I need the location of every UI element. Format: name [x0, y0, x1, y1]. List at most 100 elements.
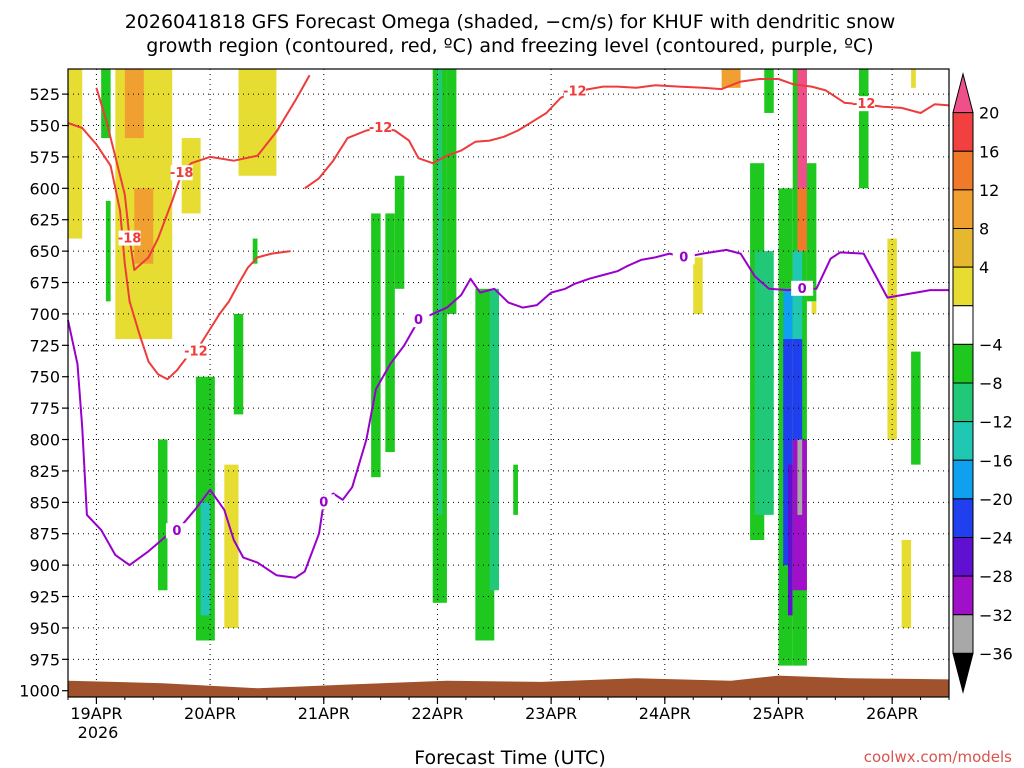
colorbar-swatch — [952, 614, 974, 654]
omega-cell — [513, 464, 518, 515]
omega-cell — [157, 439, 168, 591]
contour-label-background — [118, 230, 141, 246]
minus18-isotherm-contour-label: -18 — [170, 166, 194, 181]
omega-cell — [385, 213, 395, 453]
pressure-tick-label: 875 — [29, 525, 60, 544]
contour-label-background — [369, 120, 392, 136]
omega-cell — [901, 540, 912, 628]
omega-cell — [797, 69, 807, 214]
minus12-isotherm-contour-label: -12 — [563, 85, 587, 100]
year-label: 2026 — [78, 723, 119, 742]
colorbar-level-label: 8 — [979, 220, 989, 239]
time-tick-label: 24APR — [639, 704, 691, 723]
pressure-tick-label: 825 — [29, 462, 60, 481]
pressure-tick-label: 575 — [29, 148, 60, 167]
pressure-tick-label: 950 — [29, 619, 60, 638]
colorbar-swatch — [952, 343, 974, 384]
plot-area: 0 0 0 0 0 -12 -12 -12 -12 -18 -18 — [67, 68, 950, 698]
colorbar-level-label: −8 — [979, 374, 1003, 393]
pressure-tick-label: 900 — [29, 556, 60, 575]
colorbar-level-label: −36 — [979, 644, 1013, 663]
colorbar-level-label: −12 — [979, 413, 1013, 432]
minus18-isotherm-contour — [95, 74, 311, 271]
chart-title-line-1: 2026041818 GFS Forecast Omega (shaded, −… — [125, 11, 896, 33]
time-axis: 19APR 20APR 21APR 22APR 23APR 24APR 25APR 26APR — [67, 697, 950, 723]
colorbar-swatch — [952, 498, 974, 538]
omega-cell — [101, 69, 111, 139]
omega-cell — [68, 69, 83, 239]
contour-label-background — [672, 249, 695, 265]
omega-cell — [437, 69, 443, 515]
omega-cell — [224, 464, 239, 628]
omega-cell — [806, 163, 817, 302]
pressure-tick-label: 975 — [29, 650, 60, 669]
credit-label: coolwx.com/models — [864, 748, 1012, 766]
omega-cell — [797, 439, 803, 515]
minus12-lower-isotherm-contour-label: -12 — [184, 345, 208, 360]
omega-cell — [859, 69, 869, 189]
contour-label-background — [312, 494, 335, 510]
colorbar-top-triangle — [952, 72, 974, 114]
omega-cell — [911, 351, 921, 465]
pressure-tick-label: 550 — [29, 117, 60, 136]
contour-label-background — [165, 523, 188, 539]
colorbar-level-label: −24 — [979, 529, 1013, 548]
omega-cell — [911, 69, 916, 88]
pressure-tick-label: 750 — [29, 368, 60, 387]
omega-cell — [446, 69, 457, 314]
colorbar-level-label: −20 — [979, 490, 1013, 509]
contour-label-background — [184, 343, 207, 359]
omega-cell — [394, 175, 405, 289]
omega-cell — [764, 69, 774, 113]
contour-label-background — [170, 165, 193, 181]
colorbar-swatch — [952, 112, 974, 152]
colorbar-bottom-triangle — [952, 652, 974, 694]
omega-cell — [238, 69, 277, 176]
pressure-tick-label: 850 — [29, 493, 60, 512]
omega-cell — [233, 313, 244, 415]
pressure-tick-label: 925 — [29, 588, 60, 607]
freezing-level-contour-label: 0 — [319, 495, 328, 510]
minus12-isotherm-contour — [304, 78, 950, 190]
colorbar-swatch — [952, 228, 974, 268]
minus12-isotherm-contour-label: -12 — [852, 97, 876, 112]
colorbar-swatch — [952, 266, 974, 307]
colorbar-swatch — [952, 305, 974, 345]
colorbar-swatch — [952, 421, 974, 461]
pressure-tick-label: 775 — [29, 399, 60, 418]
contour-label-background — [563, 83, 586, 99]
colorbar-level-label: 12 — [979, 181, 999, 200]
omega-cell — [371, 213, 381, 478]
time-tick-label: 20APR — [184, 704, 236, 723]
time-tick-label: 22APR — [411, 704, 463, 723]
pressure-tick-label: 1000 — [19, 682, 60, 701]
omega-cell — [792, 339, 803, 440]
pressure-tick-label: 725 — [29, 336, 60, 355]
colorbar-level-label: 4 — [979, 258, 989, 277]
chart-title-line-2: growth region (contoured, red, ºC) and f… — [146, 35, 873, 57]
omega-cell — [124, 69, 144, 139]
pressure-tick-label: 525 — [29, 85, 60, 104]
time-tick-label: 26APR — [866, 704, 918, 723]
colorbar-level-label: 20 — [979, 104, 999, 123]
terrain-surface — [68, 675, 949, 697]
gridlines — [68, 69, 949, 697]
colorbar-swatch — [952, 459, 974, 500]
colorbar-level-label: −32 — [979, 606, 1013, 625]
colorbar: 20 16 12 8 4 −4 −8 −12 −16 −20 −24 −28 −32 −36 — [952, 72, 1013, 694]
pressure-tick-label: 650 — [29, 242, 60, 261]
freezing-level-contour-label: 0 — [798, 282, 807, 297]
contours: 0 0 0 0 0 -12 -12 -12 -12 -18 -18 — [67, 74, 950, 579]
contour-label-background — [407, 312, 430, 328]
omega-cell — [783, 339, 793, 566]
omega-cell — [252, 238, 258, 264]
omega-cell — [797, 188, 807, 252]
freezing-level-contour-label: 0 — [172, 524, 181, 539]
time-tick-label: 19APR — [70, 704, 122, 723]
minus12-isotherm-contour-label: -12 — [369, 121, 393, 136]
omega-cell — [787, 464, 793, 616]
time-tick-label: 23APR — [525, 704, 577, 723]
colorbar-swatch — [952, 575, 974, 616]
freezing-level-contour-label: 0 — [414, 313, 423, 328]
